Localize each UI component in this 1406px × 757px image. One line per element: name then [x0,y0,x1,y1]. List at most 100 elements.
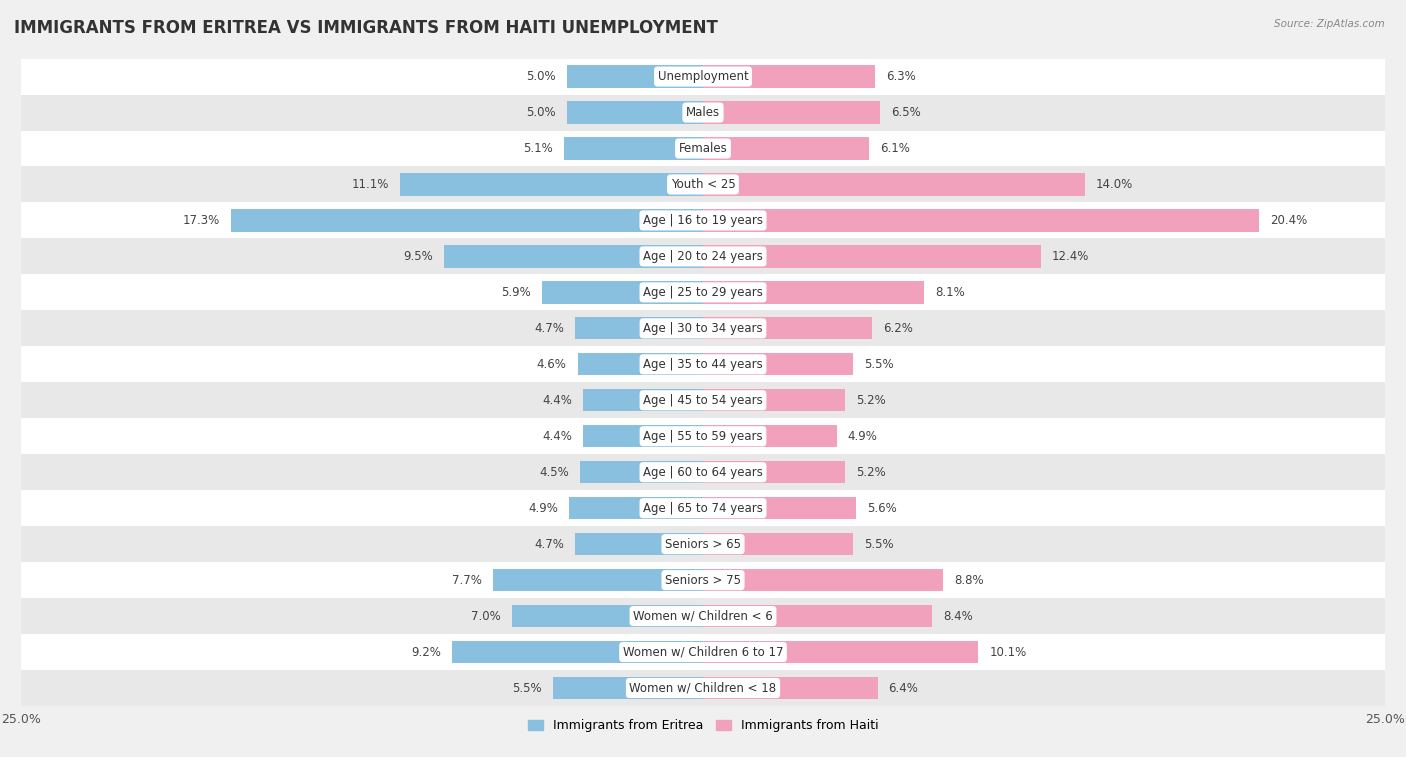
Bar [578,354,703,375]
Bar [21,58,1385,95]
Text: 6.3%: 6.3% [886,70,915,83]
Text: 5.2%: 5.2% [856,394,886,407]
Text: Women w/ Children < 6: Women w/ Children < 6 [633,609,773,622]
Bar [21,634,1385,670]
Text: 4.9%: 4.9% [529,502,558,515]
Text: 4.4%: 4.4% [543,430,572,443]
Text: Age | 25 to 29 years: Age | 25 to 29 years [643,286,763,299]
Text: 5.0%: 5.0% [526,70,555,83]
Text: Youth < 25: Youth < 25 [671,178,735,191]
Bar [453,641,703,663]
Text: Age | 16 to 19 years: Age | 16 to 19 years [643,214,763,227]
Text: 6.4%: 6.4% [889,681,918,694]
Bar [21,202,1385,238]
Bar [703,245,1042,267]
Bar [564,137,703,160]
Text: Age | 45 to 54 years: Age | 45 to 54 years [643,394,763,407]
Text: 17.3%: 17.3% [183,214,221,227]
Text: IMMIGRANTS FROM ERITREA VS IMMIGRANTS FROM HAITI UNEMPLOYMENT: IMMIGRANTS FROM ERITREA VS IMMIGRANTS FR… [14,19,718,37]
Text: Age | 55 to 59 years: Age | 55 to 59 years [643,430,763,443]
Text: Seniors > 75: Seniors > 75 [665,574,741,587]
Text: 4.9%: 4.9% [848,430,877,443]
Text: Age | 60 to 64 years: Age | 60 to 64 years [643,466,763,478]
Bar [581,461,703,484]
Text: 11.1%: 11.1% [352,178,389,191]
Text: 4.7%: 4.7% [534,322,564,335]
Bar [494,569,703,591]
Text: Women w/ Children < 18: Women w/ Children < 18 [630,681,776,694]
Bar [567,101,703,123]
Text: 7.0%: 7.0% [471,609,501,622]
Text: 5.5%: 5.5% [863,358,894,371]
Bar [543,281,703,304]
Bar [21,346,1385,382]
Bar [703,497,856,519]
Text: 6.2%: 6.2% [883,322,912,335]
Bar [21,167,1385,202]
Bar [21,526,1385,562]
Bar [583,425,703,447]
Bar [401,173,703,195]
Text: Age | 65 to 74 years: Age | 65 to 74 years [643,502,763,515]
Bar [21,598,1385,634]
Text: Females: Females [679,142,727,155]
Text: 8.4%: 8.4% [943,609,973,622]
Text: 4.6%: 4.6% [537,358,567,371]
Bar [21,238,1385,274]
Bar [703,101,880,123]
Bar [21,95,1385,130]
Text: 5.0%: 5.0% [526,106,555,119]
Text: 5.5%: 5.5% [863,537,894,550]
Bar [703,605,932,628]
Bar [21,562,1385,598]
Text: Age | 20 to 24 years: Age | 20 to 24 years [643,250,763,263]
Text: 6.5%: 6.5% [891,106,921,119]
Text: Seniors > 65: Seniors > 65 [665,537,741,550]
Text: 5.9%: 5.9% [502,286,531,299]
Text: 4.7%: 4.7% [534,537,564,550]
Text: 8.8%: 8.8% [953,574,984,587]
Bar [703,209,1260,232]
Bar [21,491,1385,526]
Bar [21,130,1385,167]
Bar [703,425,837,447]
Bar [703,677,877,699]
Text: Source: ZipAtlas.com: Source: ZipAtlas.com [1274,19,1385,29]
Bar [703,389,845,411]
Bar [567,65,703,88]
Bar [444,245,703,267]
Bar [703,533,853,556]
Text: 4.5%: 4.5% [540,466,569,478]
Bar [575,317,703,339]
Bar [553,677,703,699]
Bar [703,641,979,663]
Text: Males: Males [686,106,720,119]
Bar [575,533,703,556]
Text: Age | 30 to 34 years: Age | 30 to 34 years [643,322,763,335]
Text: 5.5%: 5.5% [512,681,543,694]
Text: 20.4%: 20.4% [1271,214,1308,227]
Text: 5.6%: 5.6% [866,502,897,515]
Text: 5.2%: 5.2% [856,466,886,478]
Text: Women w/ Children 6 to 17: Women w/ Children 6 to 17 [623,646,783,659]
Bar [703,461,845,484]
Bar [512,605,703,628]
Bar [21,382,1385,419]
Bar [569,497,703,519]
Text: Unemployment: Unemployment [658,70,748,83]
Bar [703,173,1085,195]
Text: 9.5%: 9.5% [404,250,433,263]
Bar [21,454,1385,491]
Bar [21,274,1385,310]
Text: 6.1%: 6.1% [880,142,910,155]
Bar [583,389,703,411]
Text: Age | 35 to 44 years: Age | 35 to 44 years [643,358,763,371]
Bar [703,569,943,591]
Text: 4.4%: 4.4% [543,394,572,407]
Bar [703,317,872,339]
Text: 12.4%: 12.4% [1052,250,1090,263]
Bar [21,419,1385,454]
Bar [703,65,875,88]
Text: 14.0%: 14.0% [1095,178,1133,191]
Bar [703,281,924,304]
